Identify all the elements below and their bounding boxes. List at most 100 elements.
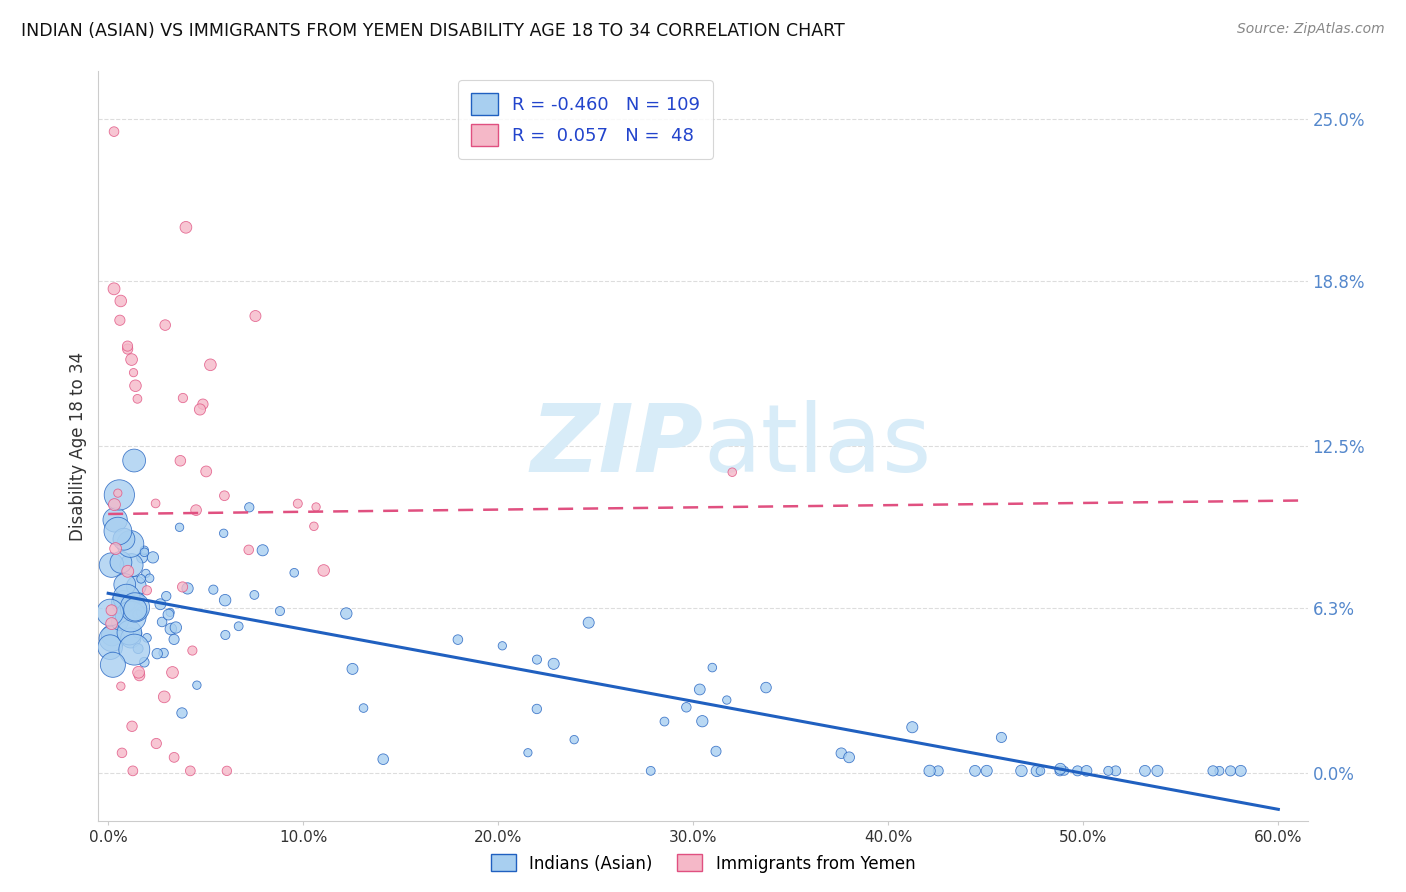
Text: Source: ZipAtlas.com: Source: ZipAtlas.com — [1237, 22, 1385, 37]
Point — [131, 605, 153, 619]
Text: ZIP: ZIP — [530, 400, 703, 492]
Point — [990, 731, 1012, 745]
Point — [214, 628, 236, 642]
Point — [118, 625, 141, 640]
Point — [918, 764, 941, 778]
Point — [238, 542, 260, 557]
Point — [136, 631, 159, 645]
Point — [195, 465, 218, 479]
Point — [702, 660, 724, 674]
Point — [838, 750, 860, 764]
Point — [491, 639, 513, 653]
Point — [122, 453, 145, 467]
Point — [127, 626, 149, 640]
Point — [124, 642, 146, 657]
Point — [108, 313, 131, 327]
Point — [1229, 764, 1251, 778]
Point — [152, 646, 174, 660]
Point — [112, 533, 135, 547]
Point — [526, 702, 548, 716]
Point — [111, 746, 134, 760]
Point — [134, 543, 156, 558]
Point — [689, 682, 711, 697]
Point — [335, 607, 357, 621]
Point — [125, 579, 148, 593]
Point — [98, 640, 121, 655]
Point — [901, 720, 924, 734]
Point — [103, 282, 125, 296]
Point — [245, 309, 267, 323]
Point — [112, 595, 135, 609]
Point — [127, 607, 149, 622]
Point — [976, 764, 998, 778]
Point — [1049, 764, 1071, 778]
Point — [124, 378, 146, 392]
Point — [155, 589, 177, 603]
Point — [134, 655, 156, 669]
Point — [578, 615, 600, 630]
Point — [135, 566, 157, 581]
Point — [108, 615, 131, 629]
Point — [110, 293, 132, 308]
Point — [172, 391, 194, 405]
Point — [1010, 764, 1032, 778]
Point — [305, 500, 328, 514]
Point — [108, 488, 131, 502]
Point — [131, 550, 153, 565]
Y-axis label: Disability Age 18 to 34: Disability Age 18 to 34 — [69, 351, 87, 541]
Point — [1219, 764, 1241, 778]
Point — [165, 621, 187, 635]
Point — [145, 496, 167, 510]
Point — [153, 690, 176, 704]
Point — [200, 358, 222, 372]
Point — [138, 571, 160, 585]
Point — [120, 631, 142, 645]
Point — [1097, 764, 1119, 778]
Point — [342, 662, 364, 676]
Point — [214, 489, 236, 503]
Point — [543, 657, 565, 671]
Point — [830, 746, 852, 760]
Point — [150, 615, 173, 629]
Point — [716, 693, 738, 707]
Point — [1076, 764, 1098, 778]
Point — [1133, 764, 1156, 778]
Point — [1029, 764, 1052, 778]
Point — [287, 497, 309, 511]
Point — [124, 602, 146, 616]
Point — [121, 558, 143, 573]
Point — [124, 600, 146, 615]
Point — [353, 701, 375, 715]
Point — [103, 125, 125, 139]
Point — [115, 591, 138, 605]
Point — [128, 665, 150, 680]
Point — [1049, 762, 1071, 776]
Point — [127, 641, 149, 656]
Point — [145, 737, 167, 751]
Point — [128, 668, 150, 682]
Legend: R = -0.460   N = 109, R =  0.057   N =  48: R = -0.460 N = 109, R = 0.057 N = 48 — [458, 80, 713, 159]
Point — [238, 500, 260, 515]
Point — [103, 498, 125, 512]
Point — [157, 607, 180, 622]
Point — [373, 752, 395, 766]
Point — [110, 555, 132, 569]
Point — [169, 520, 191, 534]
Point — [1202, 764, 1225, 778]
Point — [117, 342, 139, 356]
Point — [170, 706, 193, 720]
Point — [121, 352, 143, 367]
Point — [704, 744, 727, 758]
Point — [1025, 764, 1047, 778]
Point — [963, 764, 986, 778]
Text: INDIAN (ASIAN) VS IMMIGRANTS FROM YEMEN DISABILITY AGE 18 TO 34 CORRELATION CHAR: INDIAN (ASIAN) VS IMMIGRANTS FROM YEMEN … — [21, 22, 845, 40]
Point — [202, 582, 225, 597]
Point — [122, 366, 145, 380]
Point — [100, 558, 122, 573]
Point — [134, 545, 156, 559]
Point — [174, 220, 197, 235]
Point — [100, 616, 122, 631]
Point — [269, 604, 291, 618]
Point — [128, 591, 150, 606]
Point — [181, 643, 204, 657]
